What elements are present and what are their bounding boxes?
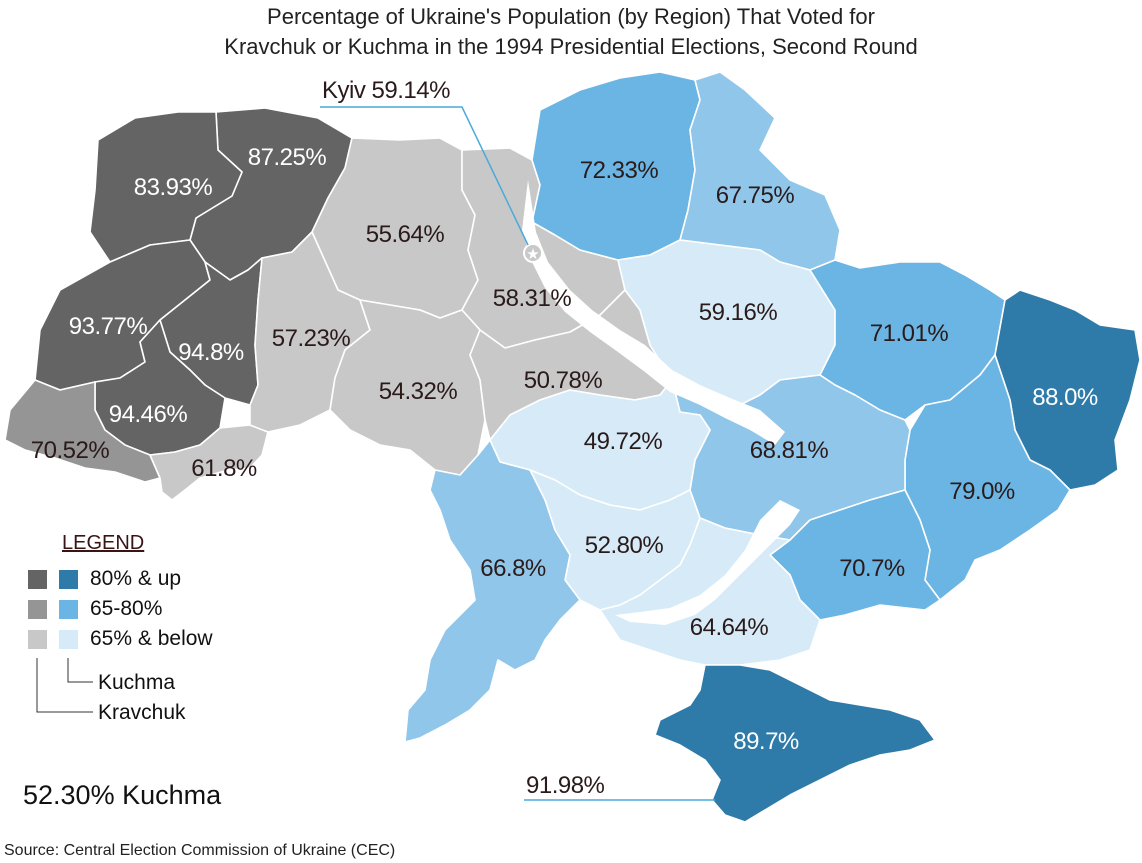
legend-title: LEGEND — [62, 532, 145, 554]
label-kyiv-oblast: 58.31% — [492, 285, 572, 312]
label-rivne: 83.93% — [133, 174, 213, 201]
legend-swatch-kuchma-high — [59, 570, 78, 589]
label-odesa: 66.8% — [480, 555, 546, 582]
label-kirovohrad: 49.72% — [583, 428, 663, 455]
label-lviv: 93.77% — [68, 313, 148, 340]
legend-row-low: 65% & below — [90, 627, 213, 650]
label-cherkasy: 50.78% — [523, 367, 603, 394]
label-volyn: 87.25% — [247, 144, 327, 171]
label-zhytomyr: 55.64% — [365, 221, 445, 248]
region-rivne — [89, 111, 243, 263]
label-kherson: 64.64% — [689, 614, 769, 641]
label-kharkiv: 71.01% — [869, 320, 949, 347]
legend-swatch-kuchma-mid — [59, 600, 78, 619]
label-poltava: 59.16% — [698, 299, 778, 326]
region-zakarpattia — [4, 379, 161, 483]
map-title-line-1: Percentage of Ukraine's Population (by R… — [267, 4, 875, 29]
kyiv-star-icon: ★ — [526, 245, 539, 263]
map-title: Percentage of Ukraine's Population (by R… — [0, 2, 1142, 62]
label-dnipropetrovsk: 68.81% — [749, 437, 829, 464]
dnieper-river — [522, 180, 785, 445]
national-total: 52.30% Kuchma — [23, 780, 222, 810]
label-donetsk: 79.0% — [949, 478, 1015, 505]
legend-swatch-kravchuk-low — [28, 630, 47, 649]
kyiv-city-callout: Kyiv 59.14% — [322, 77, 450, 104]
legend-kravchuk-connector — [36, 658, 93, 713]
legend-kravchuk-label: Kravchuk — [98, 701, 186, 724]
label-khmelnytskyi: 57.23% — [271, 325, 351, 352]
label-ternopil: 94.8% — [178, 339, 244, 366]
label-zakarpattia: 70.52% — [30, 437, 110, 464]
legend-row-high: 80% & up — [90, 567, 182, 590]
label-crimea: 89.7% — [733, 728, 799, 755]
region-ternopil — [159, 257, 263, 406]
region-sumy — [679, 71, 841, 271]
legend-swatch-kravchuk-high — [28, 570, 47, 589]
label-luhansk: 88.0% — [1032, 384, 1098, 411]
sevastopol-callout: 91.98% — [526, 772, 605, 799]
label-vinnytsia: 54.32% — [378, 378, 458, 405]
label-zaporizhzhia: 70.7% — [839, 555, 905, 582]
legend-kuchma-connector — [67, 658, 93, 683]
map-title-line-2: Kravchuk or Kuchma in the 1994 President… — [224, 34, 918, 59]
legend-swatch-kuchma-low — [59, 630, 78, 649]
label-mykolaiv: 52.80% — [584, 532, 664, 559]
legend-row-mid: 65-80% — [90, 597, 163, 620]
legend-kuchma-label: Kuchma — [98, 671, 176, 694]
label-chernihiv: 72.33% — [579, 157, 659, 184]
label-ivano-frankivsk: 94.46% — [108, 401, 188, 428]
label-sumy: 67.75% — [715, 182, 795, 209]
kakhovka-reservoir — [615, 500, 800, 625]
kyiv-city-marker — [523, 243, 543, 263]
kyiv-callout-line — [320, 106, 529, 246]
label-chernivtsi: 61.8% — [191, 455, 257, 482]
legend-swatch-kravchuk-mid — [28, 600, 47, 619]
source-note: Source: Central Election Commission of U… — [4, 842, 396, 859]
region-crimea — [654, 664, 936, 823]
region-chernivtsi — [149, 424, 269, 501]
region-odesa — [404, 439, 581, 743]
